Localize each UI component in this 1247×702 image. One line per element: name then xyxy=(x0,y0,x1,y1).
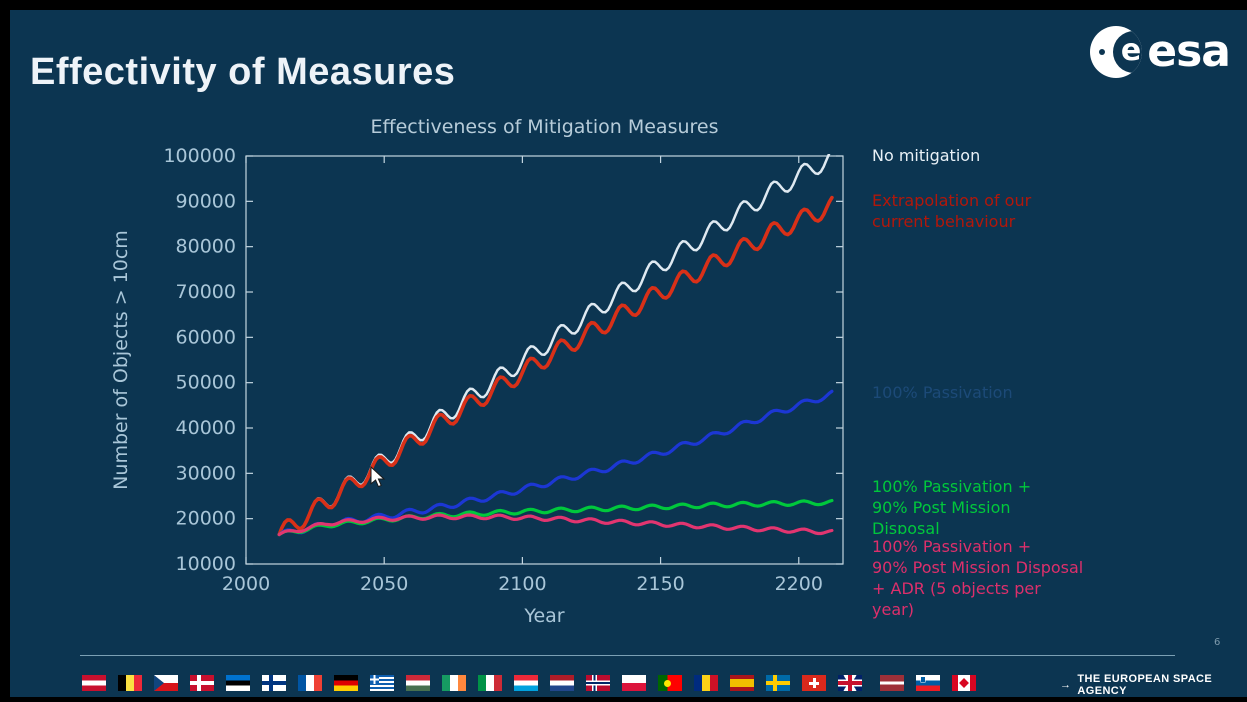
greece-flag xyxy=(370,675,394,691)
netherlands-flag xyxy=(550,675,574,691)
svg-text:10000: 10000 xyxy=(176,553,236,575)
ireland-flag xyxy=(442,675,466,691)
luxembourg-flag xyxy=(514,675,538,691)
finland-flag xyxy=(262,675,286,691)
legend-passivation-pmd: 100% Passivation + 90% Post Mission Disp… xyxy=(872,477,1032,538)
svg-text:90000: 90000 xyxy=(176,190,236,212)
slide-background: Effectivity of Measures e esa 2000 2050 21… xyxy=(10,10,1247,697)
denmark-flag xyxy=(190,675,214,691)
svg-text:100000: 100000 xyxy=(163,145,236,167)
poland-flag xyxy=(622,675,646,691)
romania-flag xyxy=(694,675,718,691)
germany-flag xyxy=(334,675,358,691)
canada-flag xyxy=(952,675,976,691)
switzerland-flag xyxy=(802,675,826,691)
arrow-icon: → xyxy=(1060,679,1072,691)
agency-tagline-text: THE EUROPEAN SPACE AGENCY xyxy=(1077,673,1213,697)
legend-passivation-pmd-adr: 100% Passivation + 90% Post Mission Disp… xyxy=(872,534,1152,620)
svg-text:Effectiveness of Mitigation Me: Effectiveness of Mitigation Measures xyxy=(370,116,718,138)
legend-no-mitigation: No mitigation xyxy=(872,146,981,165)
sweden-flag xyxy=(766,675,790,691)
austria-flag xyxy=(82,675,106,691)
svg-text:2000: 2000 xyxy=(222,573,270,595)
footer-divider xyxy=(80,655,1175,656)
italy-flag xyxy=(478,675,502,691)
hungary-flag xyxy=(406,675,430,691)
united-kingdom-flag xyxy=(838,675,862,691)
svg-text:2100: 2100 xyxy=(498,573,546,595)
svg-text:20000: 20000 xyxy=(176,508,236,530)
france-flag xyxy=(298,675,322,691)
estonia-flag xyxy=(226,675,250,691)
svg-text:60000: 60000 xyxy=(176,326,236,348)
legend-100-passivation: 100% Passivation xyxy=(872,383,1013,402)
mitigation-chart: 2000 2050 2100 2150 2200 10000 20000 30000 40000… xyxy=(110,116,844,627)
norway-flag xyxy=(586,675,610,691)
mouse-cursor xyxy=(370,465,386,488)
svg-text:40000: 40000 xyxy=(176,417,236,439)
svg-text:50000: 50000 xyxy=(176,372,236,394)
legend-extrapolation-current-behaviour: Extrapolation of our current behaviour xyxy=(872,191,1032,231)
czech-republic-flag xyxy=(154,675,178,691)
esa-logo-crescent xyxy=(1113,31,1143,73)
belgium-flag xyxy=(118,675,142,691)
spain-flag xyxy=(730,675,754,691)
esa-logo-dot xyxy=(1099,49,1106,55)
slide-title: Effectivity of Measures xyxy=(30,51,456,94)
svg-text:70000: 70000 xyxy=(176,281,236,303)
svg-text:2050: 2050 xyxy=(360,573,408,595)
svg-text:2150: 2150 xyxy=(636,573,684,595)
slovenia-flag xyxy=(916,675,940,691)
esa-logo: e esa xyxy=(1090,26,1231,78)
svg-text:Number of Objects > 10cm: Number of Objects > 10cm xyxy=(110,230,132,490)
agency-tagline: → THE EUROPEAN SPACE AGENCY xyxy=(1060,673,1247,697)
svg-text:30000: 30000 xyxy=(176,462,236,484)
svg-text:Year: Year xyxy=(523,605,564,627)
esa-logo-e: e xyxy=(1120,33,1142,68)
portugal-flag xyxy=(658,675,682,691)
page-number: 6 xyxy=(1214,637,1221,648)
esa-logo-icon: e xyxy=(1090,26,1143,78)
esa-logo-text: esa xyxy=(1147,26,1231,77)
latvia-flag xyxy=(880,675,904,691)
svg-text:2200: 2200 xyxy=(775,573,823,595)
svg-text:80000: 80000 xyxy=(176,236,236,258)
member-state-flags xyxy=(82,675,976,691)
